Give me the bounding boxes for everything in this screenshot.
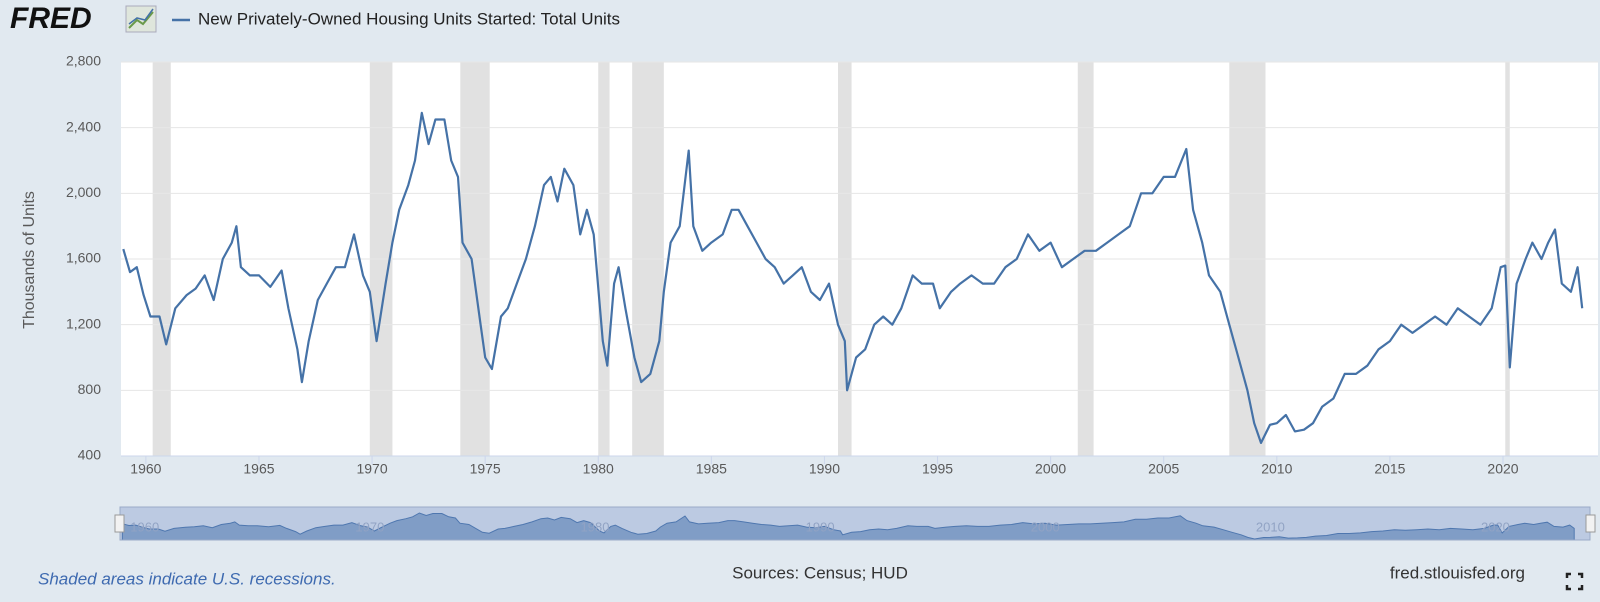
navigator-tick-label: 1970 [355, 519, 384, 534]
navigator-tick-label: 2000 [1031, 519, 1060, 534]
navigator-tick-label: 2020 [1481, 519, 1510, 534]
x-tick-label: 1995 [922, 461, 953, 477]
x-tick-label: 1990 [809, 461, 840, 477]
y-tick-label: 2,800 [66, 53, 101, 69]
x-tick-label: 2000 [1035, 461, 1066, 477]
fullscreen-icon[interactable] [1565, 572, 1584, 591]
y-tick-label: 2,000 [66, 184, 101, 200]
x-tick-label: 1965 [243, 461, 274, 477]
x-tick-label: 2010 [1261, 461, 1292, 477]
legend-label[interactable]: New Privately-Owned Housing Units Starte… [198, 9, 620, 28]
x-tick-label: 1960 [130, 461, 161, 477]
navigator-tick-label: 1990 [806, 519, 835, 534]
navigator-tick-label: 1980 [581, 519, 610, 534]
y-tick-label: 400 [78, 447, 102, 463]
y-tick-label: 2,400 [66, 118, 101, 134]
navigator-tick-label: 2010 [1256, 519, 1285, 534]
x-tick-label: 2015 [1374, 461, 1405, 477]
x-tick-label: 1980 [583, 461, 614, 477]
x-tick-label: 1970 [356, 461, 387, 477]
logo: FRED [10, 2, 92, 35]
navigator-selection[interactable] [119, 506, 1591, 541]
note: Shaded areas indicate U.S. recessions. [38, 569, 336, 588]
navigator-handle[interactable] [1585, 514, 1596, 533]
navigator-handle[interactable] [114, 514, 125, 533]
logo-icon [125, 5, 157, 33]
source: Sources: Census; HUD [732, 563, 908, 582]
site-url[interactable]: fred.stlouisfed.org [1390, 563, 1525, 582]
x-tick-label: 1985 [696, 461, 727, 477]
y-tick-label: 800 [78, 381, 102, 397]
x-tick-label: 2020 [1487, 461, 1518, 477]
x-tick-label: 1975 [470, 461, 501, 477]
x-tick-label: 2005 [1148, 461, 1179, 477]
y-tick-label: 1,200 [66, 315, 101, 331]
navigator-area [121, 512, 1575, 541]
y-tick-label: 1,600 [66, 250, 101, 266]
navigator-tick-label: 1960 [130, 519, 159, 534]
series-line [122, 111, 1584, 444]
y-axis-title: Thousands of Units [21, 191, 38, 329]
